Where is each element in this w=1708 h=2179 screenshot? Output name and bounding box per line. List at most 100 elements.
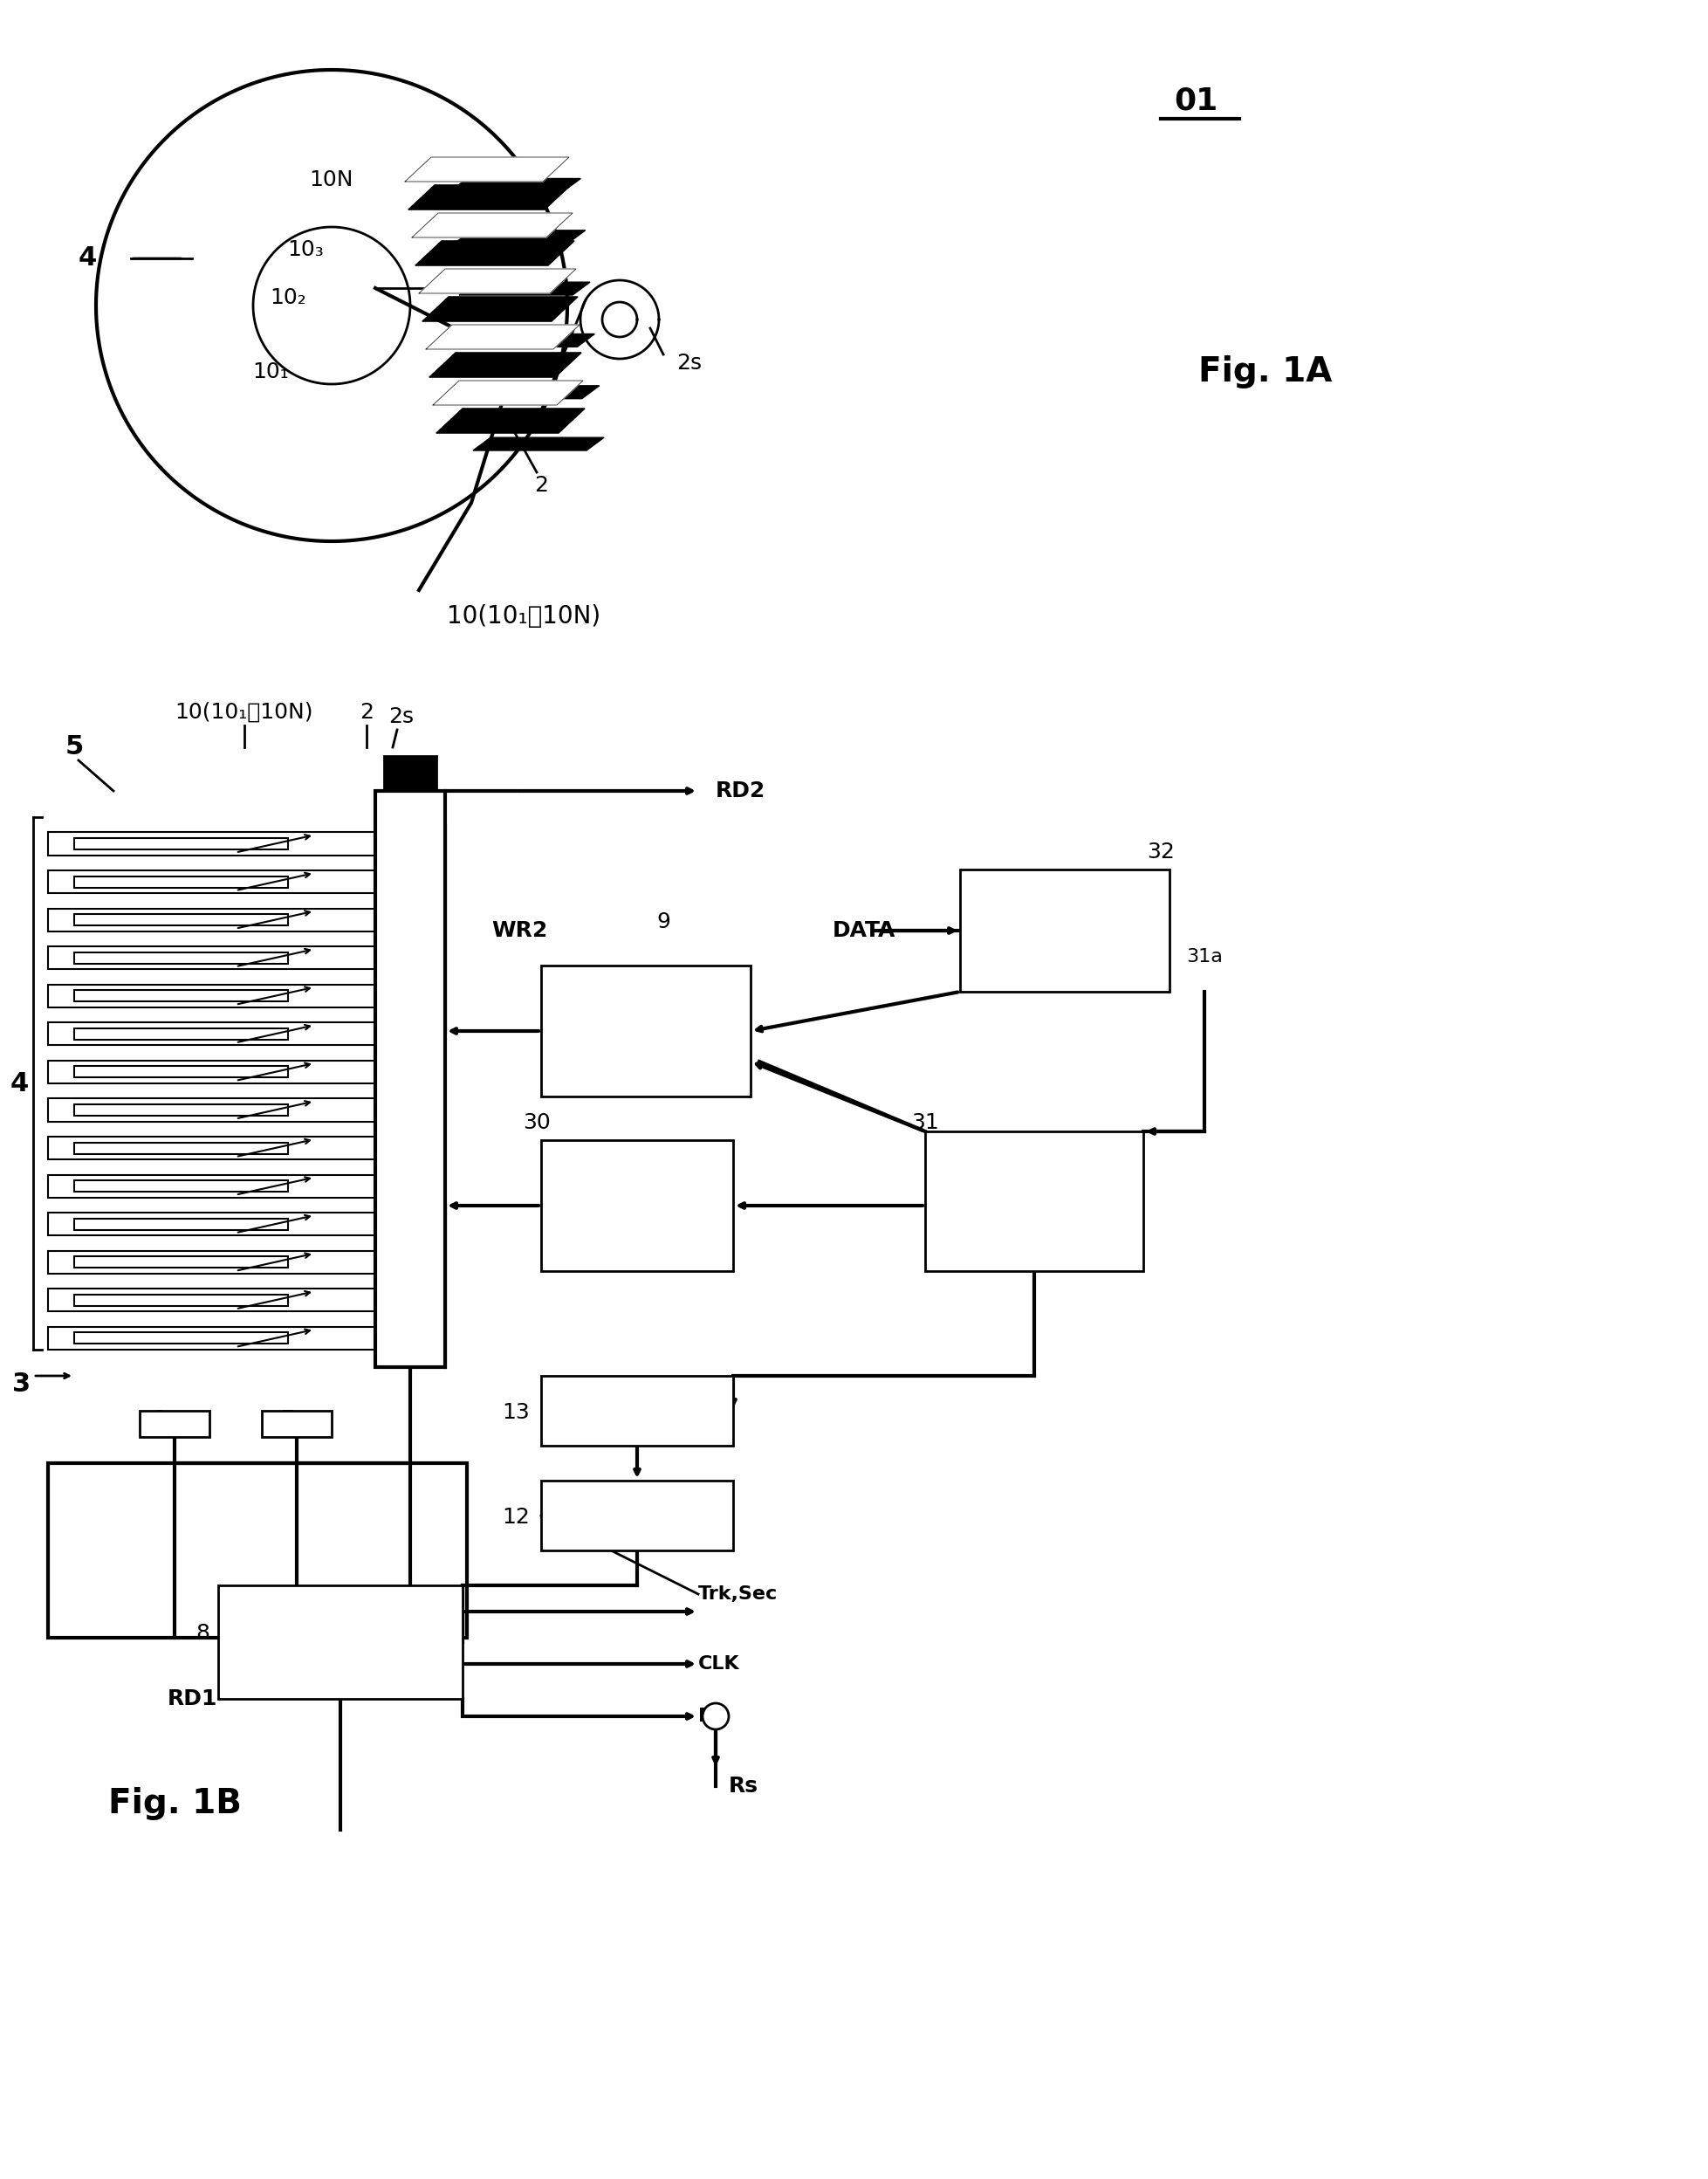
Bar — [48, 1462, 466, 1639]
Bar — [140, 1410, 210, 1436]
Bar — [73, 1218, 289, 1229]
Text: 3: 3 — [12, 1373, 31, 1397]
Polygon shape — [408, 185, 570, 209]
Bar — [73, 1105, 289, 1116]
Text: POWER: POWER — [601, 1395, 671, 1412]
Text: Trk,Sec: Trk,Sec — [699, 1586, 777, 1604]
Bar — [48, 946, 418, 970]
Bar — [376, 791, 444, 1366]
Text: COMPENSATOR: COMPENSATOR — [564, 1514, 709, 1532]
Text: DATA: DATA — [832, 920, 895, 941]
Polygon shape — [470, 412, 601, 425]
Text: WRITE: WRITE — [1033, 913, 1095, 930]
Bar — [73, 1066, 289, 1079]
Bar — [48, 1288, 418, 1312]
Text: 2: 2 — [359, 702, 374, 723]
Bar — [73, 1028, 289, 1039]
Polygon shape — [422, 296, 577, 320]
Polygon shape — [418, 268, 576, 294]
Polygon shape — [429, 353, 581, 377]
Text: ADDRESS: ADDRESS — [989, 1201, 1078, 1216]
Text: DATA: DATA — [1040, 926, 1090, 944]
Bar — [48, 1174, 418, 1198]
Polygon shape — [425, 325, 579, 349]
Bar — [219, 1586, 463, 1700]
Bar — [48, 1061, 418, 1083]
Bar — [48, 1022, 418, 1046]
Polygon shape — [432, 381, 582, 405]
Bar — [48, 1251, 418, 1273]
Text: WR2: WR2 — [490, 920, 547, 941]
Text: 30: 30 — [523, 1111, 550, 1133]
Text: HEAD: HEAD — [1008, 1170, 1061, 1188]
Bar — [73, 1257, 289, 1268]
Circle shape — [702, 1704, 728, 1730]
Text: HEAD: HEAD — [314, 1612, 367, 1628]
Bar — [261, 1410, 331, 1436]
Polygon shape — [412, 214, 572, 238]
Bar — [48, 869, 418, 893]
Bar — [541, 1375, 733, 1445]
Bar — [73, 876, 289, 887]
Bar — [48, 1214, 418, 1235]
Text: 12: 12 — [502, 1508, 529, 1527]
Text: 32: 32 — [1146, 841, 1173, 863]
Text: MEMORY: MEMORY — [1021, 939, 1107, 957]
Polygon shape — [436, 410, 584, 434]
Bar — [924, 1131, 1143, 1270]
Bar — [384, 756, 436, 791]
Text: 10(10₁～10N): 10(10₁～10N) — [446, 604, 600, 628]
Bar — [73, 989, 289, 1002]
Text: Rs: Rs — [728, 1776, 758, 1798]
Text: +: + — [705, 1702, 717, 1717]
Text: 13: 13 — [502, 1401, 529, 1423]
Text: POSITION: POSITION — [294, 1628, 386, 1643]
Polygon shape — [456, 257, 588, 270]
Bar — [48, 909, 418, 930]
Text: DETECTOR: DETECTOR — [290, 1656, 391, 1671]
Bar — [73, 1294, 289, 1305]
Text: 31: 31 — [910, 1111, 938, 1133]
Bar — [48, 985, 418, 1007]
Text: LOOKUP: LOOKUP — [598, 1196, 676, 1214]
Bar — [541, 965, 750, 1096]
Text: PATTERN: PATTERN — [603, 1018, 688, 1035]
Text: RD1: RD1 — [167, 1689, 217, 1708]
Polygon shape — [461, 307, 593, 320]
Text: 6: 6 — [150, 1410, 164, 1429]
Text: R: R — [699, 1708, 712, 1726]
Bar — [73, 1181, 289, 1192]
Text: 10₃: 10₃ — [287, 240, 323, 259]
Polygon shape — [415, 242, 574, 266]
Text: 9: 9 — [656, 911, 670, 933]
Polygon shape — [473, 438, 603, 451]
Text: Fig. 1B: Fig. 1B — [108, 1787, 241, 1819]
Polygon shape — [454, 231, 586, 244]
Bar — [73, 839, 289, 850]
Text: 4: 4 — [79, 246, 96, 270]
Text: 5: 5 — [65, 734, 84, 760]
Text: -: - — [717, 1715, 722, 1730]
Text: 01: 01 — [1173, 87, 1218, 115]
Text: GENERATOR: GENERATOR — [588, 1031, 704, 1048]
Bar — [48, 1098, 418, 1122]
Text: 7: 7 — [280, 1410, 295, 1429]
Text: SERVO: SERVO — [613, 1005, 678, 1022]
Text: GENERATOR: GENERATOR — [975, 1214, 1091, 1231]
Text: AMPLIFIER: AMPLIFIER — [586, 1410, 688, 1425]
Polygon shape — [405, 157, 569, 181]
Bar — [73, 1334, 289, 1344]
Text: 2s: 2s — [676, 353, 702, 373]
Text: 2s: 2s — [388, 706, 413, 728]
Text: CLK: CLK — [699, 1656, 740, 1673]
Text: 2: 2 — [535, 475, 548, 497]
Text: ADDRESS: ADDRESS — [593, 1183, 681, 1201]
Bar — [48, 832, 418, 854]
Bar — [48, 1137, 418, 1159]
Text: 10(10₁～10N): 10(10₁～10N) — [176, 702, 313, 723]
Bar — [73, 952, 289, 963]
Bar — [73, 1142, 289, 1153]
Text: RD2: RD2 — [716, 780, 765, 802]
Text: 10₂: 10₂ — [270, 288, 306, 307]
Text: Fig. 1A: Fig. 1A — [1197, 355, 1332, 388]
